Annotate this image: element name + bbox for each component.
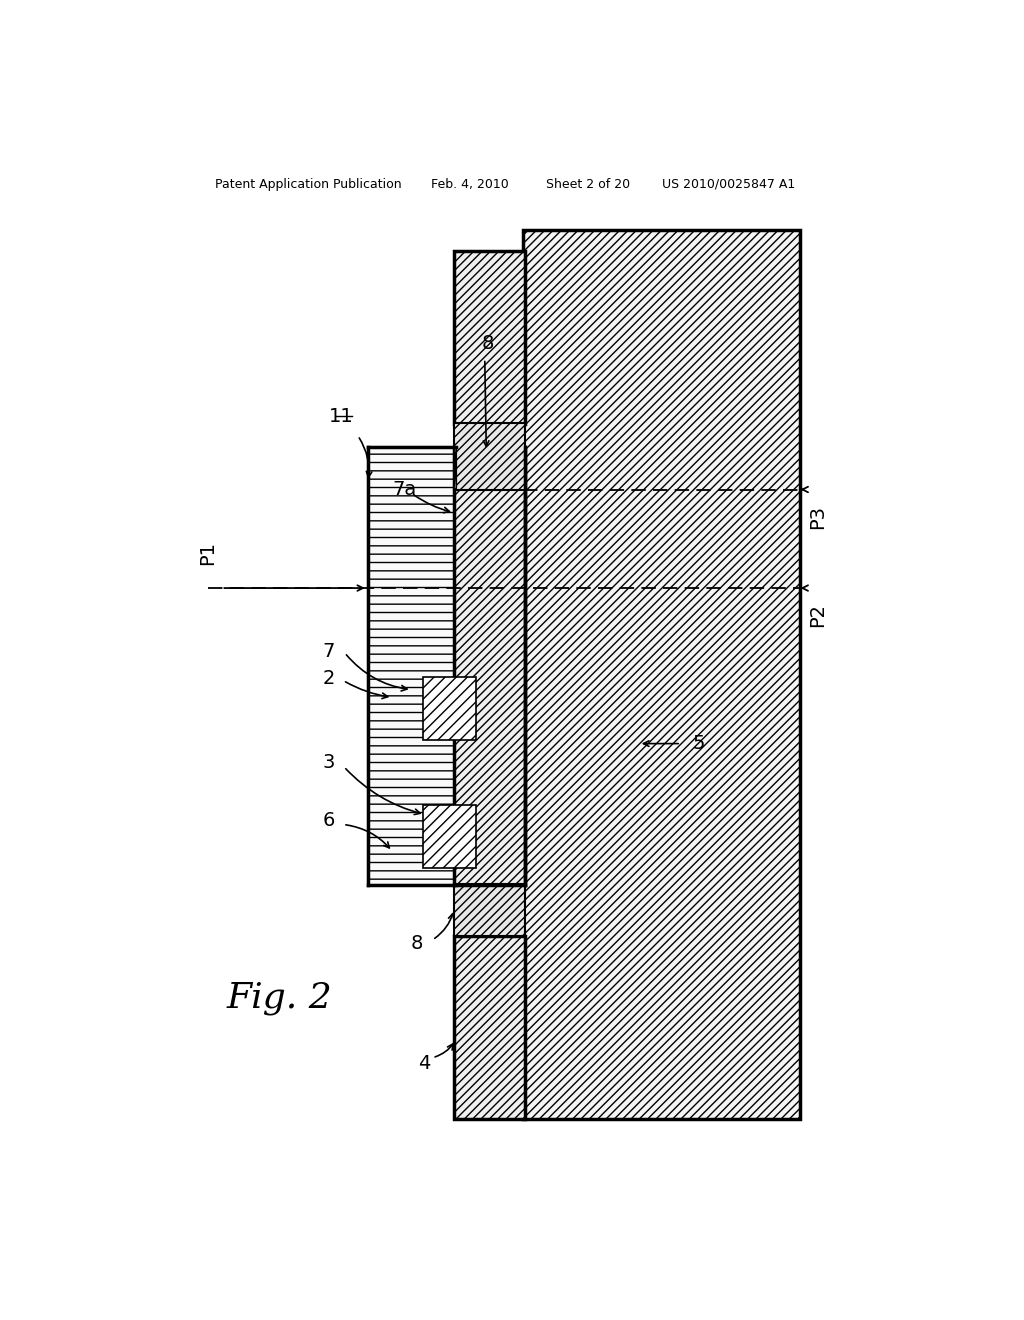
Bar [454,884,525,936]
Text: Feb. 4, 2010: Feb. 4, 2010 [431,178,509,190]
Text: P2: P2 [808,603,827,627]
Bar [523,230,801,1119]
Text: 5: 5 [692,734,706,754]
Text: 7: 7 [323,642,335,661]
Text: 8: 8 [411,935,423,953]
Text: P3: P3 [808,506,827,529]
Bar [454,447,525,884]
Bar [423,805,475,869]
Text: 11: 11 [329,407,354,426]
Bar [454,251,525,424]
Bar [454,936,525,1119]
Text: 3: 3 [323,754,335,772]
Text: 6: 6 [323,810,335,830]
Bar [368,447,457,884]
Text: Sheet 2 of 20: Sheet 2 of 20 [547,178,631,190]
Text: US 2010/0025847 A1: US 2010/0025847 A1 [662,178,795,190]
Text: 7a: 7a [392,480,417,499]
Bar [423,677,475,739]
Bar [454,424,525,490]
Text: 4: 4 [419,1053,431,1073]
Text: P1: P1 [198,541,217,565]
Text: 8: 8 [481,334,494,352]
Polygon shape [454,447,457,490]
Text: Patent Application Publication: Patent Application Publication [215,178,401,190]
Text: 2: 2 [323,669,335,688]
Text: Fig. 2: Fig. 2 [226,981,333,1015]
